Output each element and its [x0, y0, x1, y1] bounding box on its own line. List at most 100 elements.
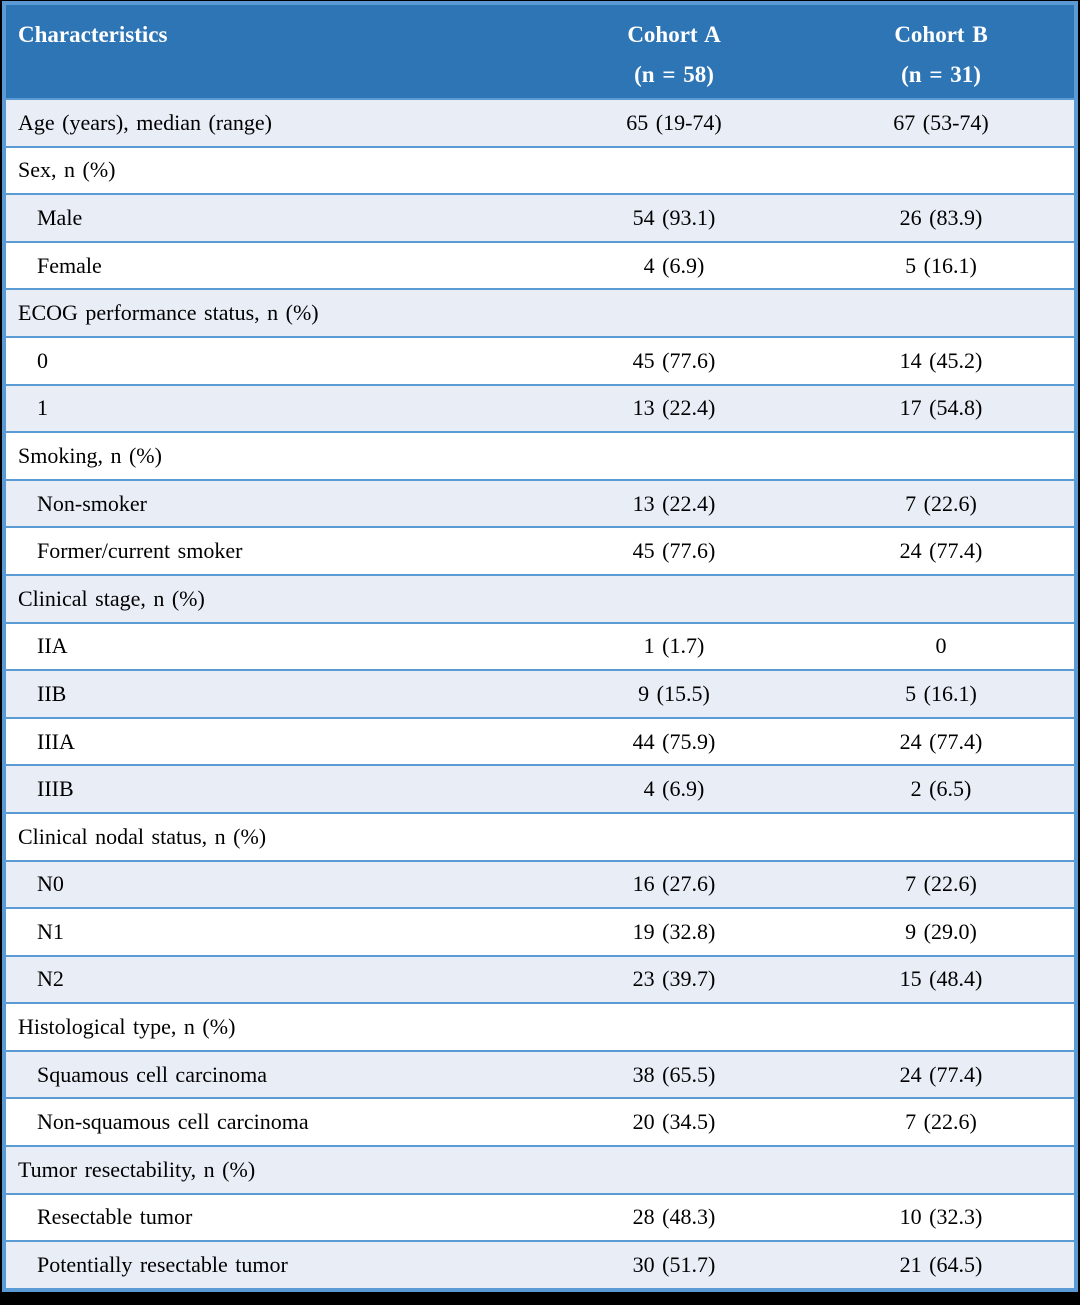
table-row: Male 54 (93.1) 26 (83.9) [4, 193, 1076, 243]
col-header-characteristics: Characteristics [4, 2, 540, 100]
row-label: Non-smoker [4, 478, 540, 529]
cohort-a-value: 54 (93.1) [540, 193, 808, 243]
table-row: IIIB 4 (6.9) 2 (6.5) [4, 764, 1076, 814]
row-label: Tumor resectability, n (%) [4, 1145, 540, 1195]
table-row: Non-squamous cell carcinoma 20 (34.5) 7 … [4, 1097, 1076, 1148]
cohort-a-value [540, 1145, 808, 1195]
cohort-b-value [808, 811, 1076, 862]
cohort-a-name: Cohort A [627, 22, 721, 47]
table-row: IIIA 44 (75.9) 24 (77.4) [4, 716, 1076, 767]
cohort-b-value [808, 288, 1076, 338]
cohort-a-value [540, 573, 808, 624]
cohort-a-value: 9 (15.5) [540, 669, 808, 719]
cohort-a-value [540, 1002, 808, 1052]
cohort-b-value: 17 (54.8) [808, 383, 1076, 434]
cohort-b-value [808, 431, 1076, 481]
cohort-b-value: 67 (53-74) [808, 98, 1076, 148]
cohort-a-value: 28 (48.3) [540, 1192, 808, 1243]
cohort-a-value [540, 288, 808, 338]
table-row: Clinical nodal status, n (%) [4, 811, 1076, 862]
row-label: Non-squamous cell carcinoma [4, 1097, 540, 1148]
table-row: Non-smoker 13 (22.4) 7 (22.6) [4, 478, 1076, 529]
cohort-a-value: 20 (34.5) [540, 1097, 808, 1148]
characteristics-header-label: Characteristics [18, 22, 168, 47]
cohort-b-value: 26 (83.9) [808, 193, 1076, 243]
cohort-a-value: 1 (1.7) [540, 621, 808, 672]
cohort-b-name: Cohort B [894, 22, 988, 47]
cohort-b-value: 7 (22.6) [808, 1097, 1076, 1148]
table-row: N0 16 (27.6) 7 (22.6) [4, 859, 1076, 910]
table-row: Former/current smoker 45 (77.6) 24 (77.4… [4, 526, 1076, 576]
cohort-a-value [540, 811, 808, 862]
cohort-a-value [540, 431, 808, 481]
cohort-b-value: 5 (16.1) [808, 669, 1076, 719]
cohort-b-value [808, 1145, 1076, 1195]
col-header-cohort-b: Cohort B (n = 31) [808, 2, 1076, 100]
table-row: Smoking, n (%) [4, 431, 1076, 481]
cohort-b-value: 21 (64.5) [808, 1240, 1076, 1291]
cohort-b-value: 0 [808, 621, 1076, 672]
row-label: Male [4, 193, 540, 243]
row-label: Former/current smoker [4, 526, 540, 576]
cohort-a-value [540, 145, 808, 196]
cohort-b-value: 14 (45.2) [808, 335, 1076, 386]
cohort-b-value: 15 (48.4) [808, 954, 1076, 1005]
row-label: ECOG performance status, n (%) [4, 288, 540, 338]
cohort-a-value: 38 (65.5) [540, 1049, 808, 1100]
cohort-a-value: 44 (75.9) [540, 716, 808, 767]
table-row: Female 4 (6.9) 5 (16.1) [4, 240, 1076, 291]
row-label: Sex, n (%) [4, 145, 540, 196]
table-row: Histological type, n (%) [4, 1002, 1076, 1052]
table-row: Potentially resectable tumor 30 (51.7) 2… [4, 1240, 1076, 1291]
cohort-a-value: 13 (22.4) [540, 478, 808, 529]
cohort-b-value: 24 (77.4) [808, 716, 1076, 767]
cohort-b-value: 24 (77.4) [808, 526, 1076, 576]
row-label: 1 [4, 383, 540, 434]
table-row: N1 19 (32.8) 9 (29.0) [4, 907, 1076, 957]
cohort-b-value: 2 (6.5) [808, 764, 1076, 814]
col-header-cohort-a: Cohort A (n = 58) [540, 2, 808, 100]
row-label: Clinical nodal status, n (%) [4, 811, 540, 862]
row-label: IIIA [4, 716, 540, 767]
cohort-a-value: 19 (32.8) [540, 907, 808, 957]
table-row: Resectable tumor 28 (48.3) 10 (32.3) [4, 1192, 1076, 1243]
table-row: ECOG performance status, n (%) [4, 288, 1076, 338]
row-label: Smoking, n (%) [4, 431, 540, 481]
table-row: Sex, n (%) [4, 145, 1076, 196]
row-label: N2 [4, 954, 540, 1005]
row-label: IIB [4, 669, 540, 719]
table-row: Squamous cell carcinoma 38 (65.5) 24 (77… [4, 1049, 1076, 1100]
row-label: Squamous cell carcinoma [4, 1049, 540, 1100]
cohort-a-value: 23 (39.7) [540, 954, 808, 1005]
cohort-b-value [808, 1002, 1076, 1052]
table-row: Clinical stage, n (%) [4, 573, 1076, 624]
cohort-b-value [808, 145, 1076, 196]
row-label: 0 [4, 335, 540, 386]
cohort-b-value: 24 (77.4) [808, 1049, 1076, 1100]
table-row: IIB 9 (15.5) 5 (16.1) [4, 669, 1076, 719]
cohort-b-value: 7 (22.6) [808, 859, 1076, 910]
table-row: 0 45 (77.6) 14 (45.2) [4, 335, 1076, 386]
table-header: Characteristics Cohort A (n = 58) Cohort… [4, 2, 1076, 100]
row-label: IIA [4, 621, 540, 672]
cohort-b-value: 7 (22.6) [808, 478, 1076, 529]
row-label: Clinical stage, n (%) [4, 573, 540, 624]
table-row: N2 23 (39.7) 15 (48.4) [4, 954, 1076, 1005]
cohort-a-value: 13 (22.4) [540, 383, 808, 434]
cohort-a-value: 65 (19-74) [540, 98, 808, 148]
row-label: Female [4, 240, 540, 291]
row-label: Resectable tumor [4, 1192, 540, 1243]
cohort-a-value: 4 (6.9) [540, 240, 808, 291]
cohort-b-value [808, 573, 1076, 624]
row-label: Histological type, n (%) [4, 1002, 540, 1052]
cohort-a-value: 45 (77.6) [540, 335, 808, 386]
cohort-a-value: 45 (77.6) [540, 526, 808, 576]
cohort-a-value: 16 (27.6) [540, 859, 808, 910]
row-label: IIIB [4, 764, 540, 814]
cohort-b-value: 5 (16.1) [808, 240, 1076, 291]
cohort-b-n: (n = 31) [901, 62, 981, 87]
row-label: Age (years), median (range) [4, 98, 540, 148]
cohort-a-value: 4 (6.9) [540, 764, 808, 814]
